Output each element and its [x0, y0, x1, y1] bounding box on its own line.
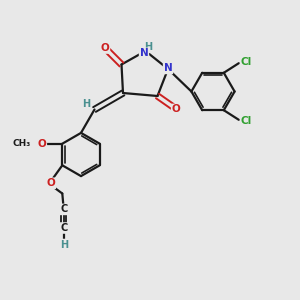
Text: C: C [60, 223, 68, 233]
Text: O: O [100, 43, 109, 53]
Text: CH₃: CH₃ [13, 139, 31, 148]
Text: H: H [60, 239, 68, 250]
Text: O: O [46, 178, 55, 188]
Text: H: H [82, 99, 90, 109]
Text: N: N [164, 63, 172, 74]
Text: H: H [144, 42, 152, 52]
Text: Cl: Cl [241, 116, 252, 126]
Text: Cl: Cl [241, 57, 252, 67]
Text: O: O [38, 139, 46, 149]
Text: C: C [60, 204, 68, 214]
Text: O: O [172, 104, 181, 115]
Text: N: N [140, 48, 148, 59]
